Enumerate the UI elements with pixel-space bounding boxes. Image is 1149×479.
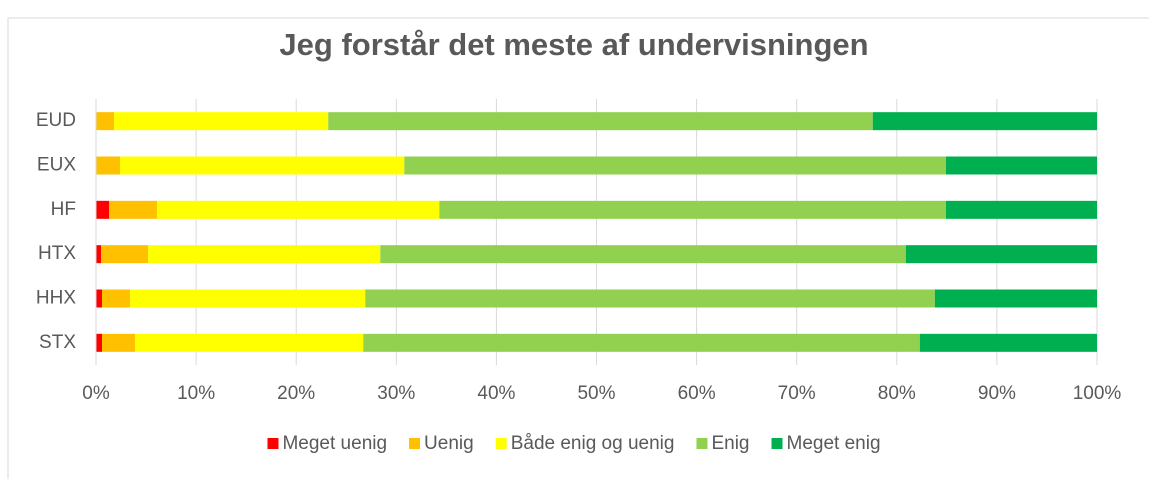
- bar-segment: [109, 200, 158, 219]
- bar-segment: [114, 112, 329, 131]
- bar-segment: [96, 333, 103, 352]
- legend-label: Uenig: [424, 433, 474, 454]
- bar-segment: [872, 112, 1097, 131]
- x-tick-label: 50%: [577, 383, 615, 404]
- x-tick-label: 70%: [778, 383, 816, 404]
- bar-segment: [945, 156, 1097, 175]
- bar-segment: [148, 245, 381, 264]
- bar-segment: [101, 245, 149, 264]
- x-tick-label: 60%: [678, 383, 716, 404]
- bar-segment: [102, 333, 136, 352]
- y-tick-label: STX: [39, 332, 76, 353]
- y-tick-label: EUX: [37, 155, 76, 176]
- bar-segment: [365, 289, 935, 308]
- legend: Meget uenig Uenig Både enig og uenig Enig Me…: [267, 433, 881, 454]
- bar-segment: [96, 200, 110, 219]
- legend-label: Meget enig: [787, 433, 881, 454]
- x-tick-label: 0%: [82, 383, 110, 404]
- bar-segment: [919, 333, 1097, 352]
- bar-segment: [404, 156, 946, 175]
- legend-swatch: [696, 438, 708, 449]
- x-tick-label: 30%: [377, 383, 415, 404]
- legend-label: Meget uenig: [282, 433, 387, 454]
- x-tick-label: 10%: [177, 383, 215, 404]
- legend-swatch: [495, 438, 507, 449]
- bar-segment: [96, 156, 121, 175]
- y-tick-label: HF: [51, 199, 76, 220]
- bar-segment: [439, 200, 946, 219]
- chart-frame: [7, 17, 1149, 479]
- bar-segment: [945, 200, 1097, 219]
- bar-segment: [934, 289, 1097, 308]
- legend-label: Enig: [711, 433, 749, 454]
- legend-swatch: [267, 438, 279, 449]
- legend-swatch: [409, 438, 421, 449]
- bar-segment: [328, 112, 873, 131]
- x-tick-label: 80%: [878, 383, 916, 404]
- bar-segment: [96, 289, 103, 308]
- bar-segment: [102, 289, 131, 308]
- bar-segment: [96, 245, 102, 264]
- bar-segment: [96, 112, 115, 131]
- bar-segment: [363, 333, 920, 352]
- y-tick-label: EUD: [36, 110, 76, 131]
- y-tick-label: HHX: [36, 288, 76, 309]
- x-tick-label: 40%: [477, 383, 515, 404]
- bar-segment: [130, 289, 366, 308]
- bar-segment: [120, 156, 405, 175]
- y-tick-label: HTX: [38, 243, 76, 264]
- bar-segment: [905, 245, 1097, 264]
- x-tick-label: 90%: [978, 383, 1016, 404]
- chart-title: Jeg forstår det meste af undervisningen: [279, 27, 868, 62]
- x-tick-label: 100%: [1073, 383, 1122, 404]
- bar-segment: [135, 333, 364, 352]
- x-tick-label: 20%: [277, 383, 315, 404]
- legend-swatch: [771, 438, 783, 449]
- bar-segment: [157, 200, 440, 219]
- bar-segment: [380, 245, 906, 264]
- legend-label: Både enig og uenig: [511, 433, 675, 454]
